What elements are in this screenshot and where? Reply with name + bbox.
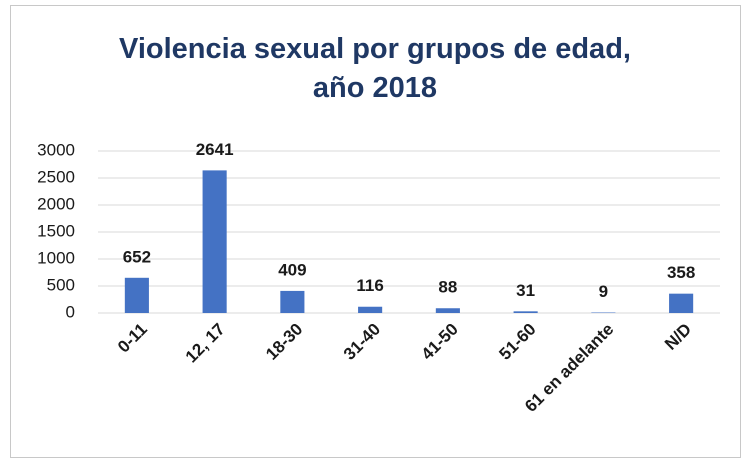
y-tick-label: 1500 (37, 221, 75, 240)
bar (202, 170, 227, 313)
y-tick-label: 1000 (37, 248, 75, 267)
bar (435, 308, 460, 313)
bar (124, 277, 149, 313)
data-label: 9 (599, 282, 608, 301)
y-tick-label: 0 (66, 302, 75, 321)
bar (358, 306, 383, 313)
y-tick-label: 2000 (37, 194, 75, 213)
y-tick-label: 3000 (37, 140, 75, 159)
data-label: 31 (516, 281, 535, 300)
data-label: 409 (278, 260, 306, 279)
chart-title: Violencia sexual por grupos de edad, año… (119, 33, 631, 104)
y-tick-label: 2500 (37, 167, 75, 186)
data-label: 652 (123, 247, 151, 266)
data-label: 358 (667, 263, 695, 282)
bar (513, 311, 538, 313)
data-label: 2641 (196, 140, 234, 159)
bar (280, 290, 305, 313)
data-label: 116 (356, 276, 383, 295)
bar (669, 293, 694, 313)
y-tick-label: 500 (47, 275, 75, 294)
data-label: 88 (438, 278, 457, 297)
